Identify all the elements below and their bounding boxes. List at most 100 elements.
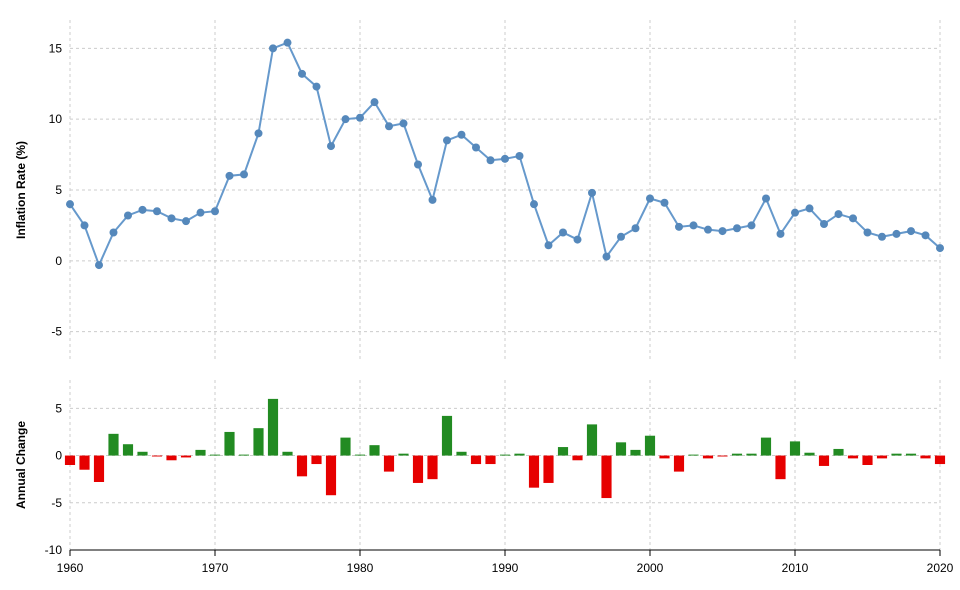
inflation-marker [182, 217, 190, 225]
inflation-marker [197, 209, 205, 217]
x-tick-label: 2020 [927, 561, 954, 575]
bar-positive [239, 455, 249, 456]
inflation-marker [226, 172, 234, 180]
inflation-marker [385, 122, 393, 130]
bar-negative [775, 456, 785, 480]
inflation-marker [400, 119, 408, 127]
inflation-marker [806, 204, 814, 212]
bar-positive [500, 455, 510, 456]
inflation-marker [240, 170, 248, 178]
inflation-marker [545, 241, 553, 249]
inflation-marker [588, 189, 596, 197]
bar-positive [340, 438, 350, 456]
inflation-marker [501, 155, 509, 163]
inflation-marker [211, 207, 219, 215]
inflation-marker [632, 224, 640, 232]
bar-negative [326, 456, 336, 496]
bar-positive [442, 416, 452, 456]
bar-positive [253, 428, 263, 455]
bar-negative [529, 456, 539, 488]
bar-negative [659, 456, 669, 459]
inflation-marker [690, 221, 698, 229]
bar-positive [645, 436, 655, 456]
inflation-marker [139, 206, 147, 214]
bot-ytick-label: -10 [45, 543, 63, 557]
bar-positive [355, 455, 365, 456]
bar-negative [601, 456, 611, 499]
inflation-marker [414, 161, 422, 169]
bar-positive [224, 432, 234, 456]
bar-negative [311, 456, 321, 465]
inflation-marker [791, 209, 799, 217]
inflation-marker [458, 131, 466, 139]
chart-container: -5051015Inflation Rate (%)-10-505Annual … [0, 0, 960, 590]
bar-positive [616, 442, 626, 455]
bar-positive [761, 438, 771, 456]
inflation-marker [922, 231, 930, 239]
bar-positive [587, 424, 597, 455]
inflation-marker [878, 233, 886, 241]
bar-negative [572, 456, 582, 461]
bar-negative [384, 456, 394, 472]
top-ytick-label: -5 [51, 325, 62, 339]
bar-positive [790, 441, 800, 455]
bar-positive [514, 454, 524, 456]
bar-negative [427, 456, 437, 480]
inflation-marker [748, 221, 756, 229]
inflation-marker [269, 44, 277, 52]
bar-negative [297, 456, 307, 477]
bar-positive [123, 444, 133, 455]
bar-positive [906, 454, 916, 456]
x-tick-label: 1970 [202, 561, 229, 575]
inflation-marker [153, 207, 161, 215]
inflation-marker [95, 261, 103, 269]
bar-positive [732, 454, 742, 456]
bar-positive [456, 452, 466, 456]
x-tick-label: 2000 [637, 561, 664, 575]
bar-positive [108, 434, 118, 456]
bar-negative [65, 456, 75, 465]
bar-negative [152, 456, 162, 457]
inflation-marker [661, 199, 669, 207]
inflation-marker [81, 221, 89, 229]
inflation-marker [704, 226, 712, 234]
top-ytick-label: 5 [55, 183, 62, 197]
top-ytick-label: 15 [49, 41, 63, 55]
inflation-marker [574, 236, 582, 244]
top-ylabel: Inflation Rate (%) [14, 141, 28, 239]
inflation-marker [907, 227, 915, 235]
bar-positive [195, 450, 205, 456]
top-ytick-label: 0 [55, 254, 62, 268]
inflation-marker [516, 152, 524, 160]
bar-negative [848, 456, 858, 459]
inflation-marker [849, 214, 857, 222]
bar-negative [862, 456, 872, 465]
inflation-marker [820, 220, 828, 228]
bar-negative [717, 456, 727, 457]
inflation-marker [429, 196, 437, 204]
inflation-marker [255, 129, 263, 137]
bar-positive [137, 452, 147, 456]
chart-svg: -5051015Inflation Rate (%)-10-505Annual … [0, 0, 960, 590]
bar-negative [920, 456, 930, 459]
inflation-marker [864, 229, 872, 237]
bar-negative [413, 456, 423, 483]
bar-negative [703, 456, 713, 459]
bar-negative [935, 456, 945, 465]
bar-positive [558, 447, 568, 456]
bar-positive [369, 445, 379, 455]
inflation-marker [443, 136, 451, 144]
inflation-marker [530, 200, 538, 208]
bar-positive [688, 455, 698, 456]
inflation-marker [603, 253, 611, 261]
inflation-marker [124, 212, 132, 220]
bar-negative [877, 456, 887, 459]
inflation-marker [617, 233, 625, 241]
top-ytick-label: 10 [49, 112, 63, 126]
x-tick-label: 1980 [347, 561, 374, 575]
bar-positive [282, 452, 292, 456]
x-tick-label: 1960 [57, 561, 84, 575]
bar-negative [543, 456, 553, 483]
inflation-marker [777, 230, 785, 238]
inflation-marker [313, 83, 321, 91]
